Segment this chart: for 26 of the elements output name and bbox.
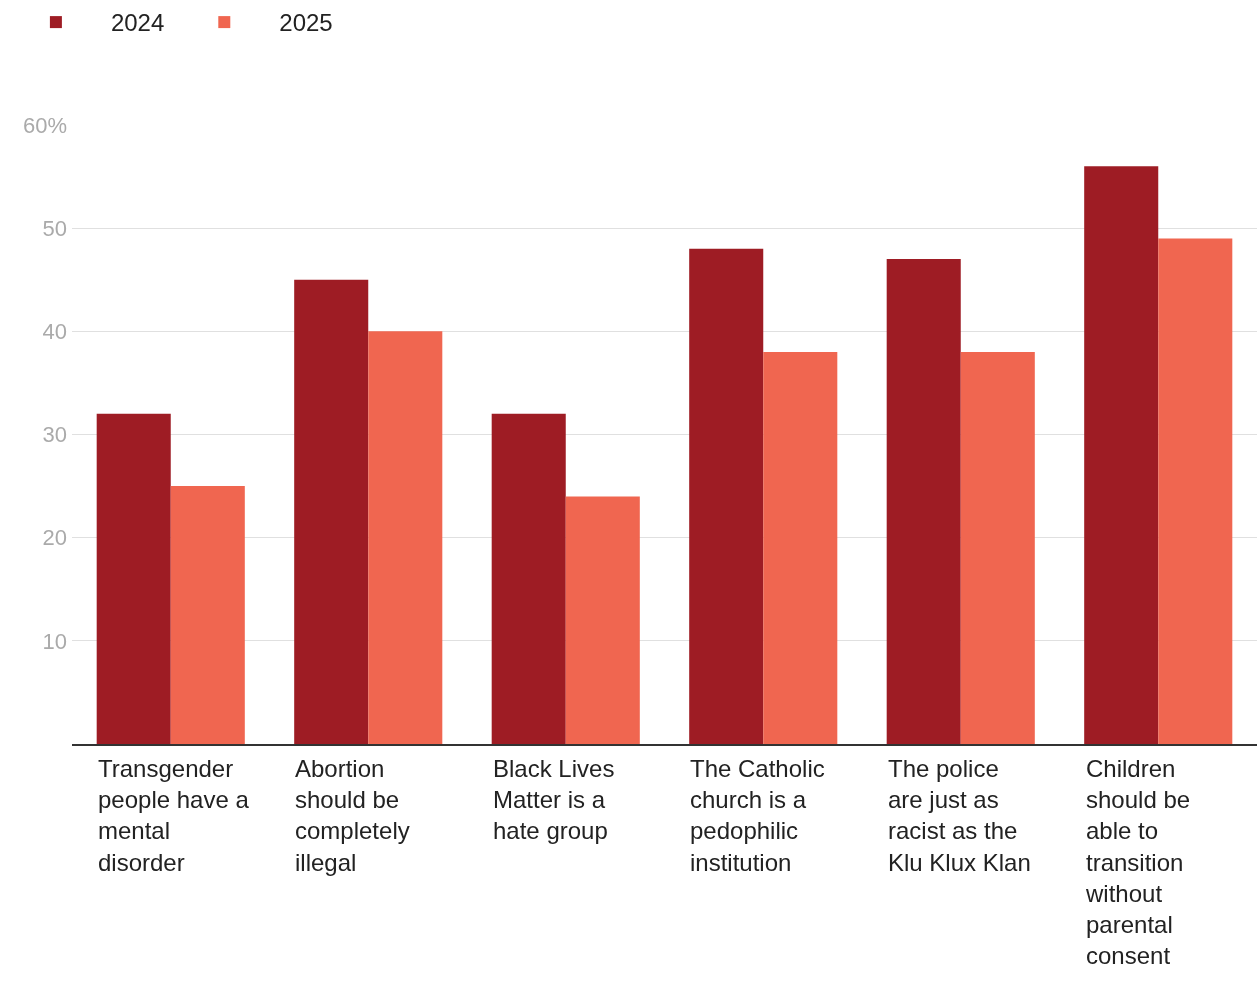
- y-tick-label: 60%: [22, 112, 67, 138]
- x-tick-label: The Catholic church is a pedophilic institution: [690, 755, 825, 876]
- y-tick-label: 20: [42, 525, 67, 551]
- bar: [1158, 238, 1233, 744]
- bar: [565, 496, 640, 744]
- x-tick-label: Abortion should be completely illegal: [295, 755, 410, 876]
- x-tick-label: Children should be able to transition without parental consent: [1085, 755, 1191, 970]
- bar: [886, 259, 961, 744]
- bar: [1084, 166, 1159, 744]
- x-tick-label: Black Lives Matter is a hate group: [493, 755, 615, 845]
- y-tick-label: 10: [42, 628, 67, 654]
- bar: [960, 351, 1035, 744]
- y-tick-label: 40: [42, 319, 67, 345]
- y-tick-label: 50: [42, 215, 67, 241]
- legend-label: 2025: [279, 9, 333, 37]
- bar: [763, 351, 838, 744]
- bar: [368, 331, 443, 744]
- bar: [294, 279, 369, 744]
- x-tick-label: The police are just as racist as the Klu Klux Klan: [888, 755, 1031, 876]
- y-tick-label: 30: [42, 422, 67, 448]
- legend-label: 2024: [110, 9, 165, 37]
- x-tick-label: Transgender people have a mental disorder: [98, 755, 250, 876]
- bar: [96, 413, 171, 744]
- bar: [170, 486, 245, 744]
- bar: [689, 248, 764, 744]
- bar: [491, 413, 566, 744]
